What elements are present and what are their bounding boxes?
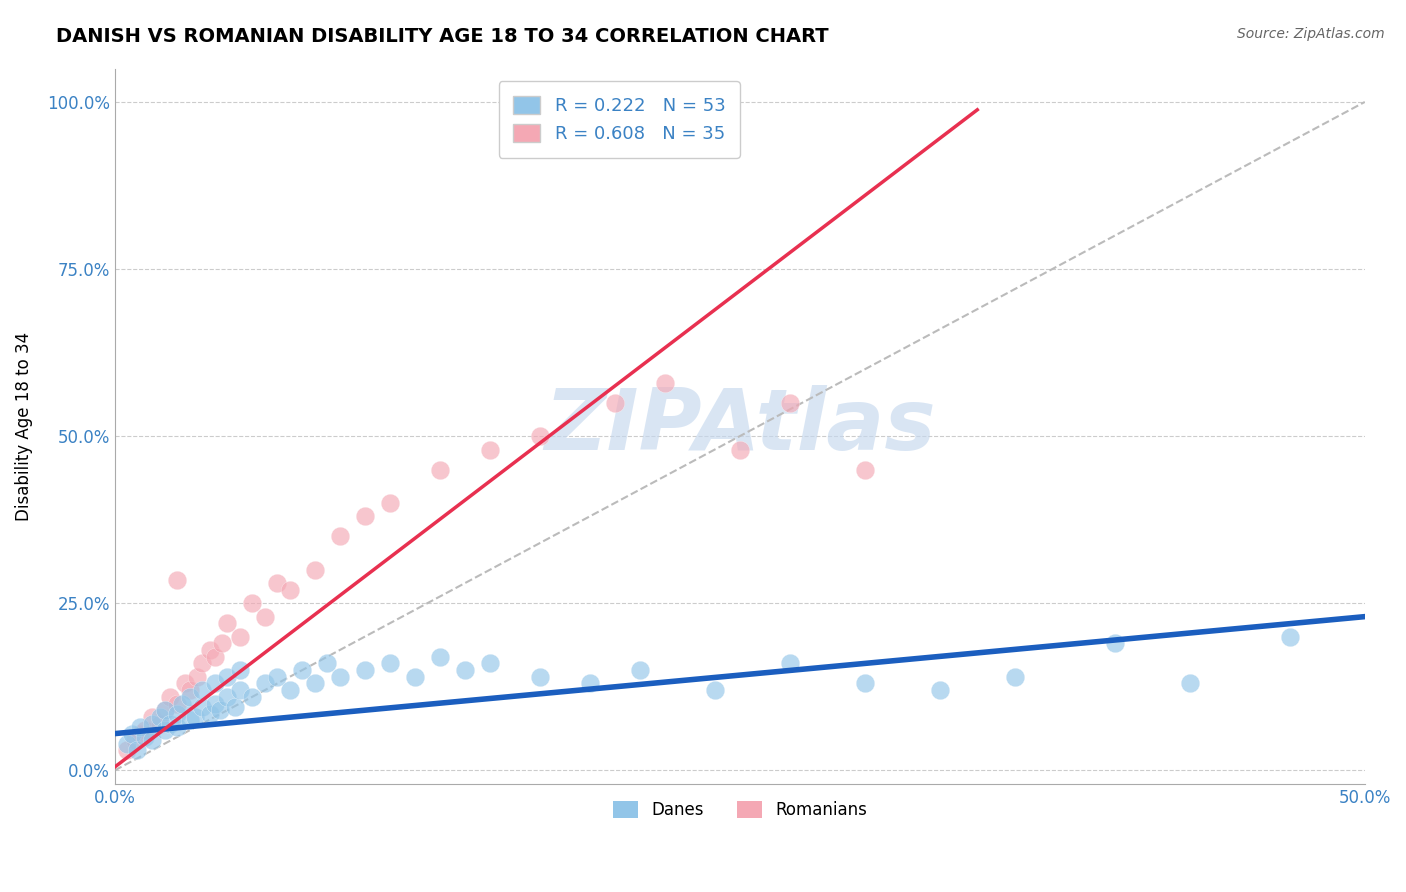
Point [166,697,188,711]
Point [198,706,221,721]
Point [928,683,950,698]
Point [716,108,738,122]
Point [316,657,339,671]
Point [211,636,233,650]
Point [353,509,375,524]
Y-axis label: Disability Age 18 to 34: Disability Age 18 to 34 [15,332,32,521]
Point [204,676,226,690]
Point [179,713,201,727]
Point [172,697,194,711]
Point [149,710,172,724]
Point [153,703,176,717]
Point [153,723,176,738]
Point [217,670,239,684]
Point [429,462,451,476]
Point [191,699,214,714]
Point [191,683,214,698]
Point [153,703,176,717]
Point [159,716,181,731]
Point [217,616,239,631]
Point [378,496,401,510]
Point [134,730,156,744]
Point [1004,670,1026,684]
Point [529,429,551,443]
Point [578,676,600,690]
Point [291,663,314,677]
Point [134,723,156,738]
Point [149,716,172,731]
Point [141,733,163,747]
Point [173,676,195,690]
Point [179,683,201,698]
Point [166,706,188,721]
Text: ZIPAtlas: ZIPAtlas [544,384,935,467]
Point [141,716,163,731]
Point [728,442,751,457]
Point [229,630,252,644]
Point [329,529,352,543]
Point [266,576,288,591]
Point [141,710,163,724]
Point [1104,636,1126,650]
Point [329,670,352,684]
Point [529,670,551,684]
Point [478,442,501,457]
Point [454,663,477,677]
Point [204,649,226,664]
Point [229,683,252,698]
Legend: Danes, Romanians: Danes, Romanians [606,794,873,825]
Point [278,683,301,698]
Point [304,563,326,577]
Point [184,710,207,724]
Point [204,697,226,711]
Point [166,573,188,587]
Point [224,699,246,714]
Point [378,657,401,671]
Point [703,683,725,698]
Point [603,395,626,409]
Point [404,670,426,684]
Point [128,726,150,740]
Point [186,670,208,684]
Point [208,703,231,717]
Point [179,690,201,704]
Point [1178,676,1201,690]
Text: DANISH VS ROMANIAN DISABILITY AGE 18 TO 34 CORRELATION CHART: DANISH VS ROMANIAN DISABILITY AGE 18 TO … [56,27,830,45]
Point [198,643,221,657]
Point [124,733,146,747]
Point [117,743,139,757]
Point [654,376,676,390]
Point [266,670,288,684]
Point [853,462,876,476]
Point [1278,630,1301,644]
Point [128,720,150,734]
Point [253,676,276,690]
Point [628,663,651,677]
Point [127,743,149,757]
Point [121,726,143,740]
Point [159,690,181,704]
Point [353,663,375,677]
Point [191,657,214,671]
Point [240,596,263,610]
Text: Source: ZipAtlas.com: Source: ZipAtlas.com [1237,27,1385,41]
Point [429,649,451,664]
Point [253,609,276,624]
Point [117,737,139,751]
Point [779,395,801,409]
Point [166,720,188,734]
Point [779,657,801,671]
Point [217,690,239,704]
Point [853,676,876,690]
Point [304,676,326,690]
Point [229,663,252,677]
Point [240,690,263,704]
Point [278,582,301,597]
Point [478,657,501,671]
